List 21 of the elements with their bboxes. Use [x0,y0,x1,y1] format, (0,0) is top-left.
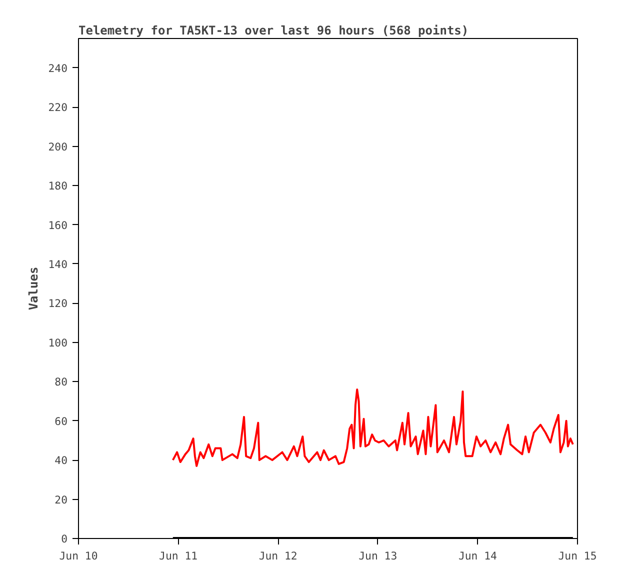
x-tick-label: Jun 14 [458,550,497,562]
x-tick-label: Jun 12 [258,550,298,562]
y-tick-label: 80 [54,376,68,389]
y-tick-label: 200 [48,140,68,154]
y-axis-title: Values [26,266,40,310]
x-tick-label: Jun 13 [358,550,398,562]
y-tick-label: 20 [54,493,68,506]
y-tick-label: 100 [48,336,68,350]
y-tick-label: 140 [48,258,68,271]
y-tick-label: 0 [61,532,68,546]
y-tick-label: 220 [48,101,68,114]
x-tick-label: Jun 11 [159,550,198,562]
y-tick-label: 40 [54,454,68,468]
x-tick-label: Jun 10 [59,550,98,562]
y-tick-label: 180 [48,180,68,193]
y-tick-label: 240 [48,62,68,75]
y-tick-label: 160 [48,218,68,232]
y-tick-label: 120 [48,297,68,310]
x-tick-label: Jun 15 [558,550,597,562]
y-tick-label: 60 [54,414,68,428]
chart-title: Telemetry for TA5KT-13 over last 96 hours (568 points) [78,24,469,38]
